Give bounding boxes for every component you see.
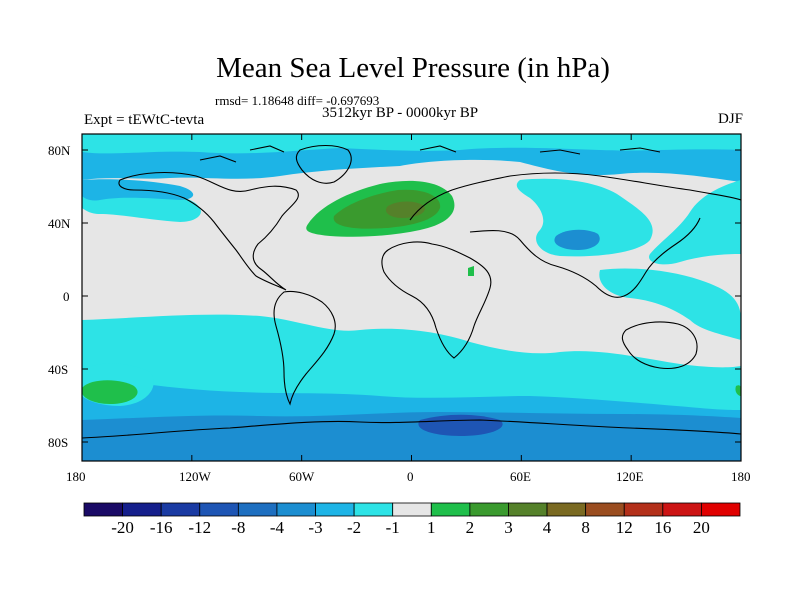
colorbar-label: -20: [111, 518, 134, 537]
colorbar-swatch: [237, 502, 278, 517]
colorbar-label: -3: [308, 518, 323, 537]
season-label: DJF: [717, 111, 743, 127]
pressure-field: [82, 134, 741, 461]
lon-tick-label: 180: [731, 469, 751, 484]
lon-tick-label: 60E: [510, 469, 531, 484]
colorbar-swatch: [83, 502, 123, 517]
lon-tick-label: 0: [407, 469, 414, 484]
greenland-coast: [295, 144, 352, 184]
lat-tick-label: 40N: [48, 216, 71, 231]
central-asia-cyan: [516, 178, 653, 257]
colorbar-swatch: [662, 502, 702, 517]
lon-tick-label: 120W: [179, 469, 211, 484]
lat-tick-label: 80S: [48, 435, 69, 450]
colorbar-swatch: [315, 502, 355, 517]
colorbar-label: 4: [542, 518, 552, 537]
colorbar-label: 12: [615, 518, 633, 537]
colorbar-label: 16: [654, 518, 672, 537]
colorbar-swatch: [585, 502, 625, 517]
arctic-islands: [199, 145, 661, 163]
north-america-coast: [118, 172, 299, 291]
plot-title: Mean Sea Level Pressure (in hPa): [216, 52, 610, 84]
colorbar-swatch: [508, 502, 548, 517]
colorbar-swatch: [546, 502, 587, 517]
lon-tick-label: 60W: [289, 469, 315, 484]
south-pacific-high: [82, 380, 138, 404]
colorbar-label: 8: [581, 518, 590, 537]
australia-coast: [621, 321, 698, 370]
colorbar-swatch: [199, 502, 239, 517]
south-atlantic-high: [735, 385, 741, 396]
colorbar-label: 3: [504, 518, 513, 537]
colorbar-label: -1: [385, 518, 400, 537]
period-label: 3512kyr BP - 0000kyr BP: [322, 105, 479, 121]
lat-tick-label: 40S: [48, 362, 69, 377]
west-pacific-cyan: [649, 180, 741, 265]
lon-tick-label: 120E: [616, 469, 644, 484]
south-america-coast: [273, 290, 336, 406]
africa-high-spot: [468, 266, 474, 276]
colorbar-label: -4: [269, 518, 285, 537]
colorbar-swatch: [469, 502, 509, 517]
colorbar-swatch: [623, 502, 664, 517]
colorbar-swatch: [430, 502, 471, 517]
antarctic-blue: [82, 440, 741, 461]
indian-ocean-cyan: [599, 268, 741, 340]
stats-label: rmsd= 1.18648 diff= -0.697693: [215, 93, 380, 108]
colorbar-label: 1: [427, 518, 436, 537]
colorbar-swatch: [353, 502, 394, 517]
colorbar-label: -2: [347, 518, 362, 537]
colorbar-label: -16: [149, 518, 173, 537]
lat-tick-label: 80N: [48, 143, 71, 158]
colorbar-swatch: [392, 502, 432, 517]
africa-coast: [381, 241, 492, 359]
antarctica-coast: [82, 419, 741, 439]
colorbar-label: 2: [465, 518, 475, 537]
colorbar-swatch: [701, 502, 741, 517]
coastlines: [82, 144, 741, 439]
colorbar-swatch: [276, 502, 316, 517]
arctic-cyan-patch: [82, 134, 741, 154]
colorbar-label: 20: [692, 518, 710, 537]
experiment-label: Expt = tEWtC-tevta: [84, 112, 205, 128]
eurasia-coast: [409, 172, 741, 298]
central-asia-low: [554, 229, 600, 250]
axis-ticks: [81, 134, 742, 461]
colorbar-swatch: [160, 502, 201, 517]
colorbar: [83, 502, 741, 517]
lon-tick-label: 180: [66, 469, 86, 484]
colorbar-label: -12: [188, 518, 212, 537]
lat-tick-label: 0: [63, 289, 70, 304]
colorbar-label: -8: [231, 518, 246, 537]
colorbar-swatch: [122, 502, 162, 517]
